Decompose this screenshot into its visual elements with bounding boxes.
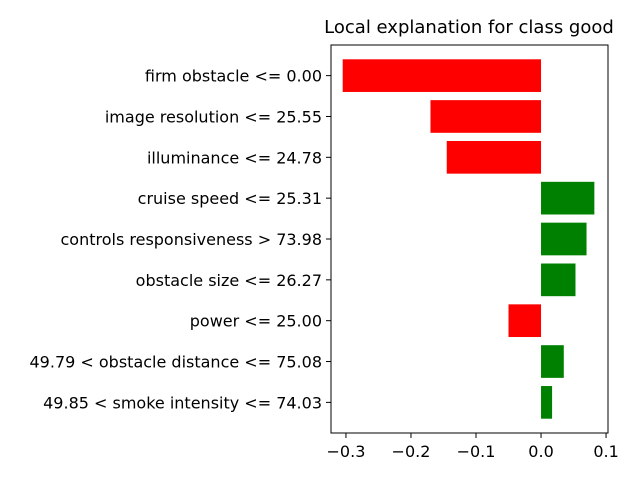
x-tick-label: −0.1: [457, 442, 496, 461]
y-tick-labels: firm obstacle <= 0.00 image resolution <=…: [30, 67, 331, 412]
x-axis: −0.3 −0.2 −0.1 0.0 0.1: [327, 433, 619, 461]
y-tick-label: 49.79 < obstacle distance <= 75.08: [30, 353, 323, 372]
y-tick-label: obstacle size <= 26.27: [136, 271, 322, 290]
bars-group: [342, 59, 595, 419]
chart-title: Local explanation for class good: [324, 17, 614, 38]
bar: [342, 59, 542, 92]
x-tick-label: −0.3: [327, 442, 366, 461]
x-tick-label: 0.0: [528, 442, 553, 461]
y-tick-label: cruise speed <= 25.31: [138, 189, 322, 208]
bar: [541, 263, 576, 297]
bar: [541, 222, 587, 256]
x-tick-label: 0.1: [593, 442, 618, 461]
bar: [541, 181, 595, 215]
y-tick-label: firm obstacle <= 0.00: [145, 67, 322, 86]
y-tick-label: 49.85 < smoke intensity <= 74.03: [43, 393, 322, 412]
bar: [430, 100, 542, 133]
y-tick-label: power <= 25.00: [190, 312, 322, 331]
bar: [446, 140, 542, 174]
x-tick-label: −0.2: [392, 442, 431, 461]
y-tick-label: controls responsiveness > 73.98: [60, 230, 322, 249]
bar: [541, 386, 553, 419]
y-tick-label: illuminance <= 24.78: [147, 148, 322, 167]
bar: [541, 345, 564, 378]
bar: [508, 304, 542, 338]
y-tick-label: image resolution <= 25.55: [105, 107, 322, 126]
axes-frame: [330, 44, 609, 434]
